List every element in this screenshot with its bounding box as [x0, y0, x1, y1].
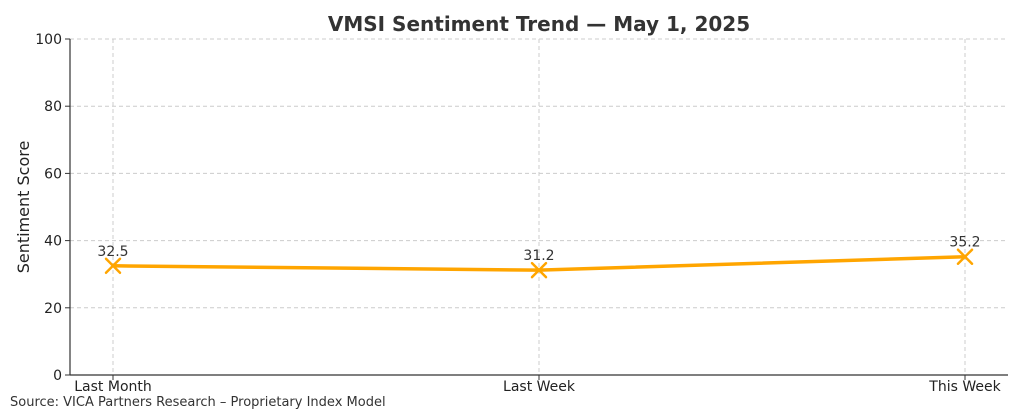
y-tick-label: 20: [44, 301, 62, 317]
data-label: 32.5: [97, 244, 128, 260]
data-labels: 32.5 31.2 35.2: [97, 235, 980, 264]
x-ticks: Last Month Last Week This Week: [74, 375, 1002, 395]
y-tick-label: 60: [44, 166, 62, 182]
y-tick-label: 80: [44, 99, 62, 115]
y-tick-label: 0: [53, 368, 62, 384]
data-point-marker: [104, 257, 122, 275]
chart-title: VMSI Sentiment Trend — May 1, 2025: [328, 12, 750, 36]
source-note: Source: VICA Partners Research – Proprie…: [10, 395, 386, 410]
y-tick-label: 40: [44, 234, 62, 250]
y-axis-label: Sentiment Score: [14, 141, 33, 274]
data-label: 35.2: [949, 235, 980, 251]
y-ticks: 0 20 40 60 80 100: [35, 32, 70, 384]
data-label: 31.2: [523, 248, 554, 264]
data-point-marker: [956, 248, 974, 265]
grid: [70, 38, 1008, 376]
data-point-marker: [530, 261, 548, 279]
x-tick-label: Last Week: [503, 379, 576, 395]
series: [104, 248, 974, 279]
x-tick-label: Last Month: [74, 379, 152, 395]
y-tick-label: 100: [35, 32, 62, 48]
x-tick-label: This Week: [928, 379, 1001, 395]
